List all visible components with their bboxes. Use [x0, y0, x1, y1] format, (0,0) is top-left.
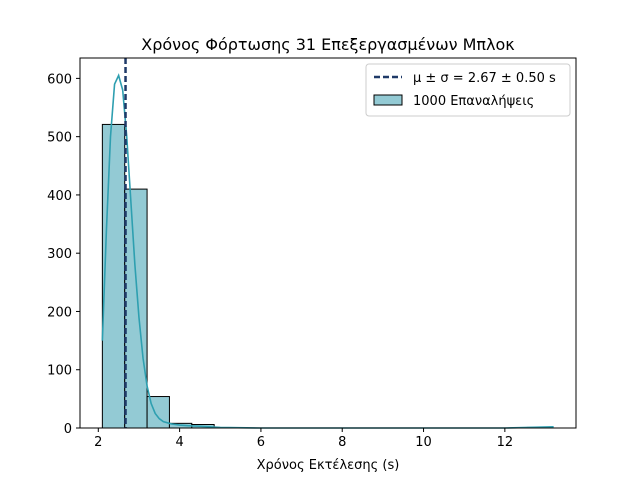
legend-mean-label: μ ± σ = 2.67 ± 0.50 s	[413, 71, 556, 86]
chart-title: Χρόνος Φόρτωσης 31 Επεξεργασμένων Μπλοκ	[141, 35, 515, 54]
x-tick-label-12: 12	[497, 435, 514, 450]
x-tick-label-6: 6	[257, 435, 265, 450]
x-axis-label: Χρόνος Εκτέλεσης (s)	[257, 458, 400, 473]
y-tick-label-200: 200	[47, 305, 72, 320]
y-tick-label-600: 600	[47, 72, 72, 87]
x-tick-label-10: 10	[415, 435, 432, 450]
legend-hist-label: 1000 Επαναλήψεις	[413, 94, 534, 109]
x-axis-ticks: 2 4 6 8 10 12	[94, 428, 513, 450]
x-tick-label-2: 2	[94, 435, 102, 450]
legend: μ ± σ = 2.67 ± 0.50 s 1000 Επαναλήψεις	[365, 63, 571, 117]
legend-hist-swatch	[373, 94, 403, 106]
y-tick-label-100: 100	[47, 364, 72, 379]
y-tick-label-300: 300	[47, 247, 72, 262]
x-tick-label-8: 8	[338, 435, 346, 450]
histogram-bar-0	[101, 123, 126, 429]
y-tick-label-400: 400	[47, 189, 72, 204]
y-tick-label-0: 0	[64, 422, 72, 437]
legend-box	[365, 63, 571, 117]
y-axis-ticks: 0 100 200 300 400 500 600	[47, 72, 80, 437]
y-tick-label-500: 500	[47, 131, 72, 146]
x-tick-label-4: 4	[175, 435, 183, 450]
histogram-bar-1	[124, 188, 148, 429]
plot-frame	[79, 57, 577, 429]
